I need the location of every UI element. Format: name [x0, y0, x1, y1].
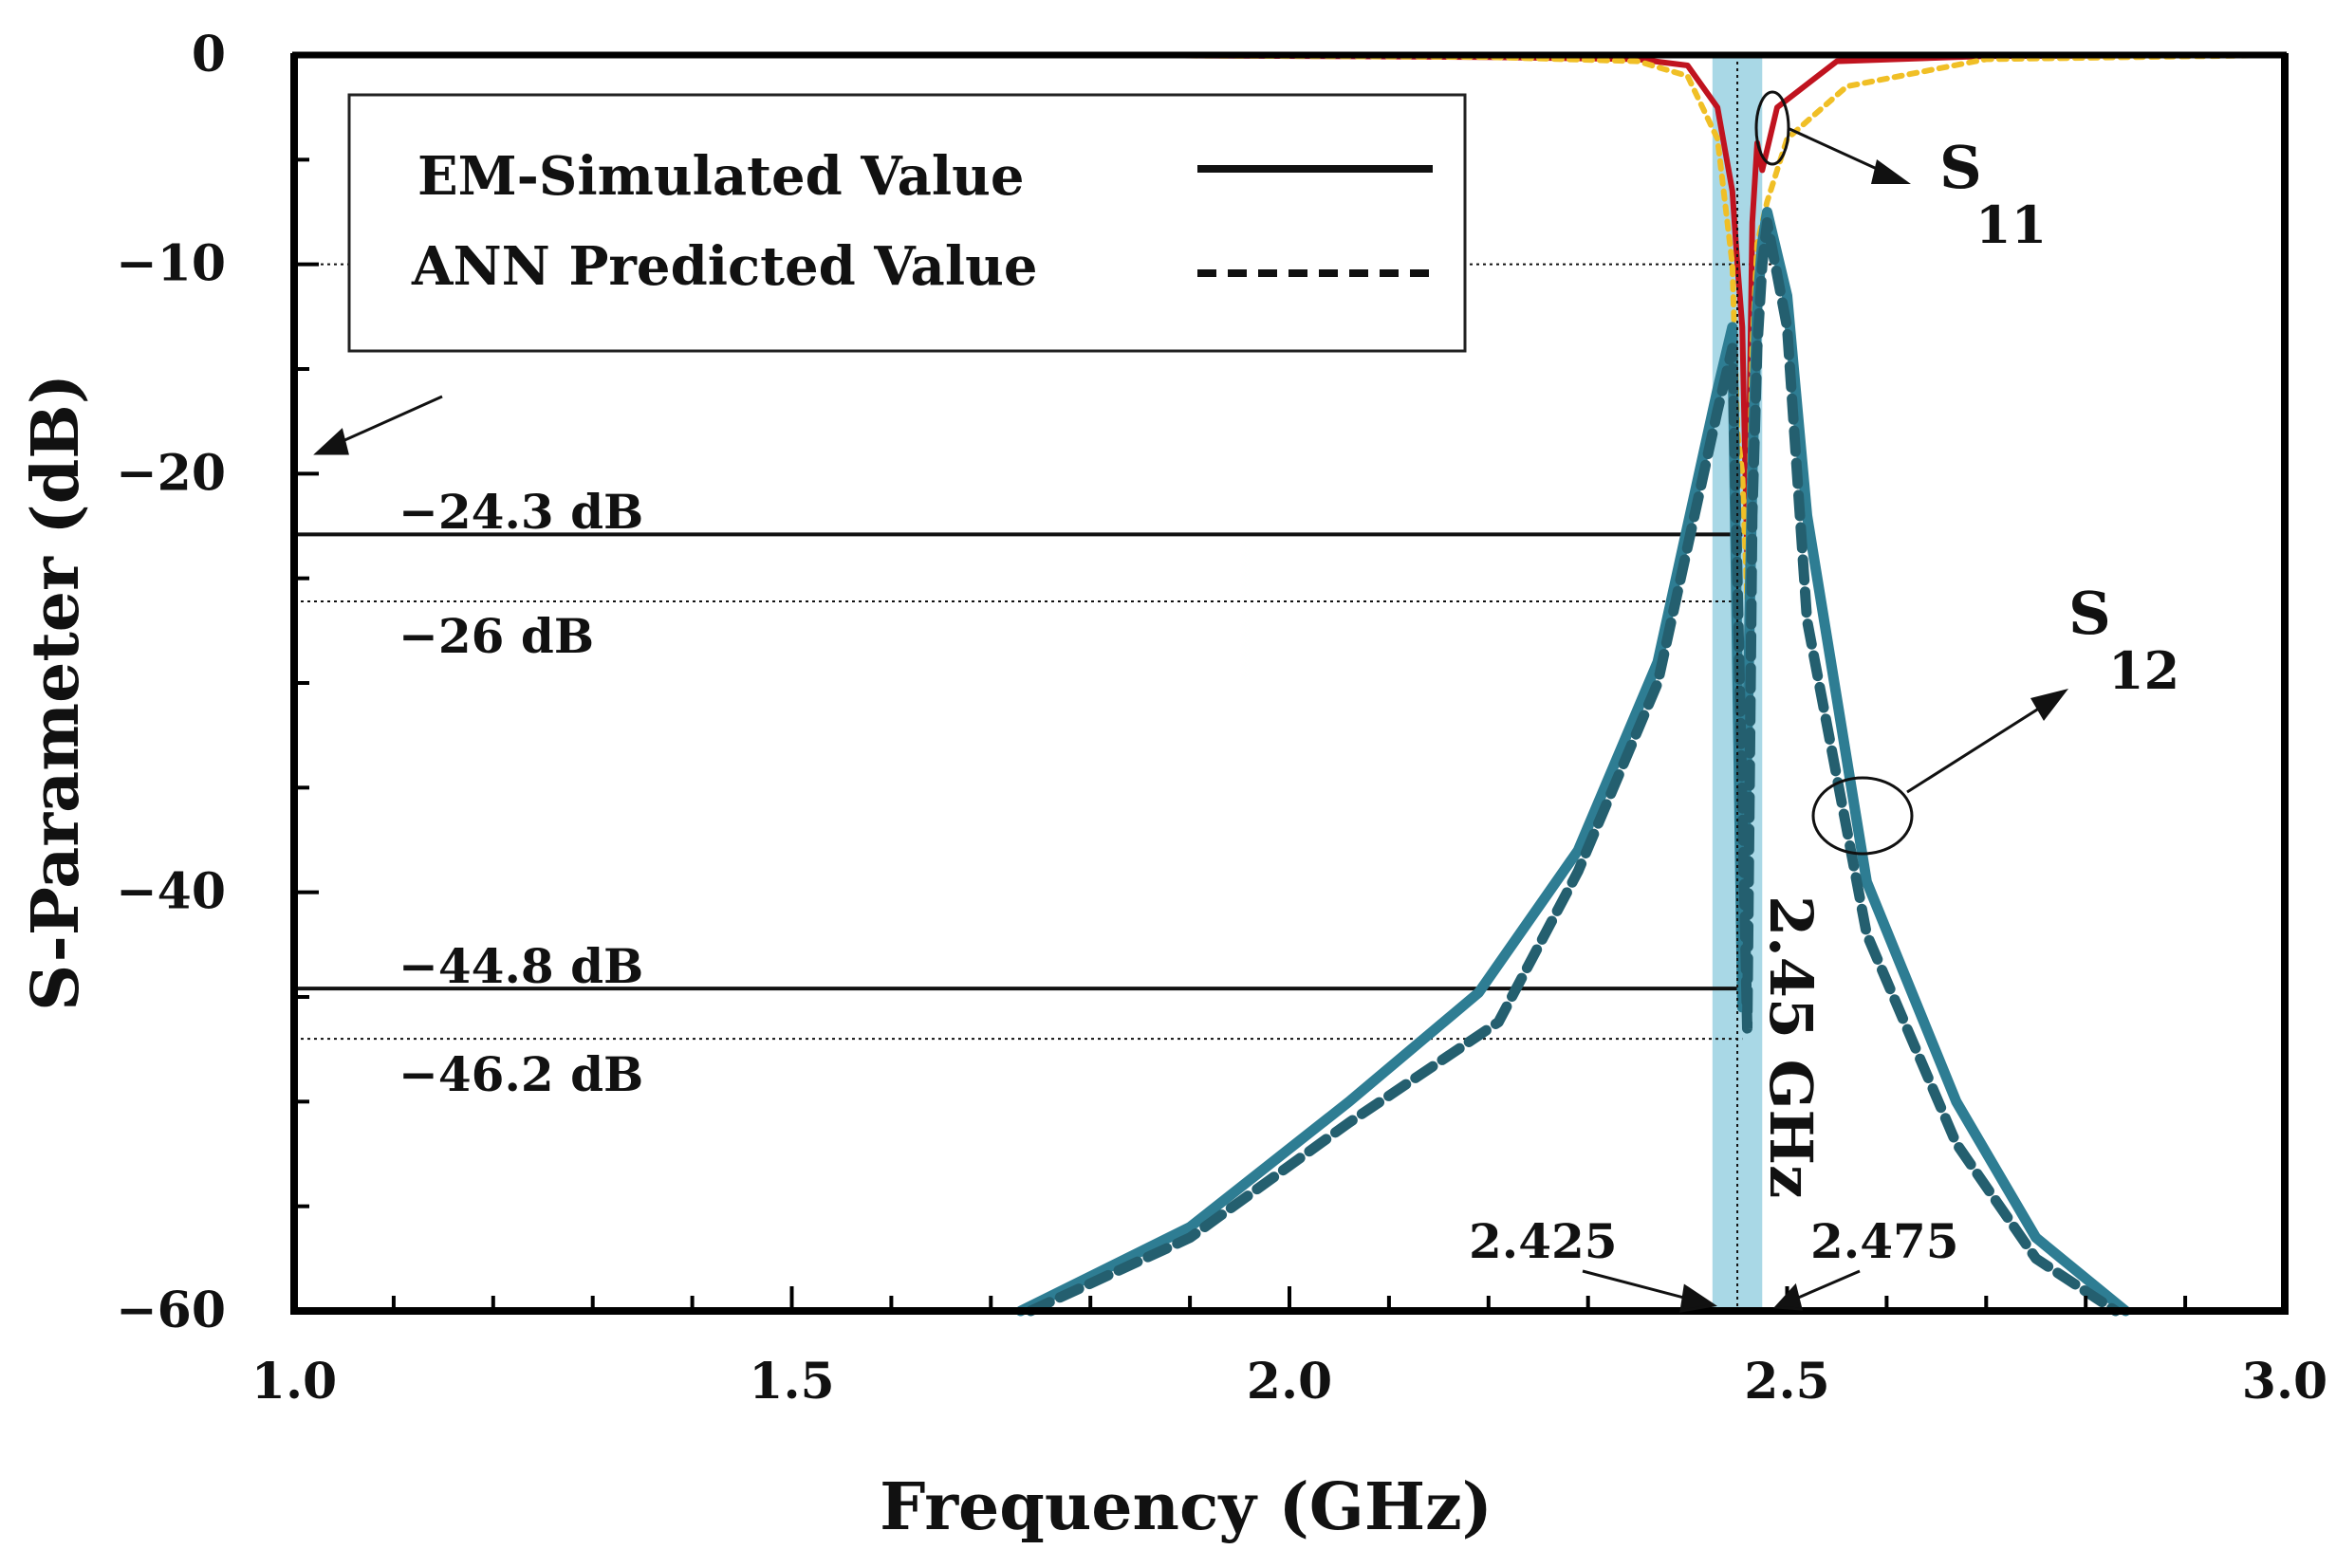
s12-arrowhead — [2030, 689, 2068, 721]
label-minus-44-8-db: −44.8 dB — [399, 938, 643, 994]
y-axis-title: S-Parameter (dB) — [18, 374, 94, 1011]
label-minus-46-2-db: −46.2 dB — [399, 1046, 643, 1102]
s11-label: S — [1939, 133, 1982, 202]
x-tick-label: 2.5 — [1744, 1353, 1829, 1411]
axis-ticks — [292, 53, 2287, 1313]
s11-arrowhead — [1871, 159, 1911, 184]
label-minus-24-3-db: −24.3 dB — [399, 484, 643, 540]
y-tick-labels: 0 −10 −20 −40 −60 — [116, 26, 226, 1339]
y-tick-label: −10 — [116, 235, 226, 293]
legend-label-ann: ANN Predicted Value — [411, 235, 1037, 298]
y-tick-label: −60 — [116, 1282, 226, 1339]
band-arrows — [1582, 1269, 1861, 1313]
y-axis-pointer-arrow — [313, 395, 443, 455]
s11-subscript: 11 — [1975, 194, 2047, 255]
s12-arrow — [1906, 696, 2056, 794]
y-tick-label: −40 — [116, 863, 226, 921]
label-center-frequency: 2.45 GHz — [1756, 895, 1826, 1198]
s12-ellipse — [1811, 776, 1914, 856]
x-axis-title: Frequency (GHz) — [880, 1469, 1492, 1545]
s12-annotation: S 12 — [1811, 579, 2179, 856]
y-tick-label: 0 — [192, 26, 226, 83]
s11-annotation: S 11 — [1754, 90, 2047, 255]
legend: EM-Simulated Value ANN Predicted Value — [347, 93, 1467, 353]
series-lines — [292, 53, 2283, 1317]
x-tick-label: 3.0 — [2242, 1353, 2327, 1411]
label-band-low: 2.425 — [1469, 1213, 1618, 1269]
x-tick-label: 1.5 — [749, 1353, 834, 1411]
x-tick-label: 1.0 — [251, 1353, 337, 1411]
legend-box — [347, 93, 1467, 353]
series-s11-ann-predicted — [292, 53, 2283, 602]
x-tick-labels: 1.0 1.5 2.0 2.5 3.0 — [251, 1353, 2327, 1411]
s12-subscript: 12 — [2108, 640, 2179, 701]
label-band-high: 2.475 — [1810, 1213, 1959, 1269]
label-minus-26-db: −26 dB — [399, 608, 594, 664]
x-tick-label: 2.0 — [1247, 1353, 1332, 1411]
legend-label-em: EM-Simulated Value — [417, 145, 1025, 208]
y-tick-label: −20 — [116, 444, 226, 502]
series-s12-ann-predicted — [1025, 217, 2122, 1317]
s12-label: S — [2068, 579, 2111, 648]
